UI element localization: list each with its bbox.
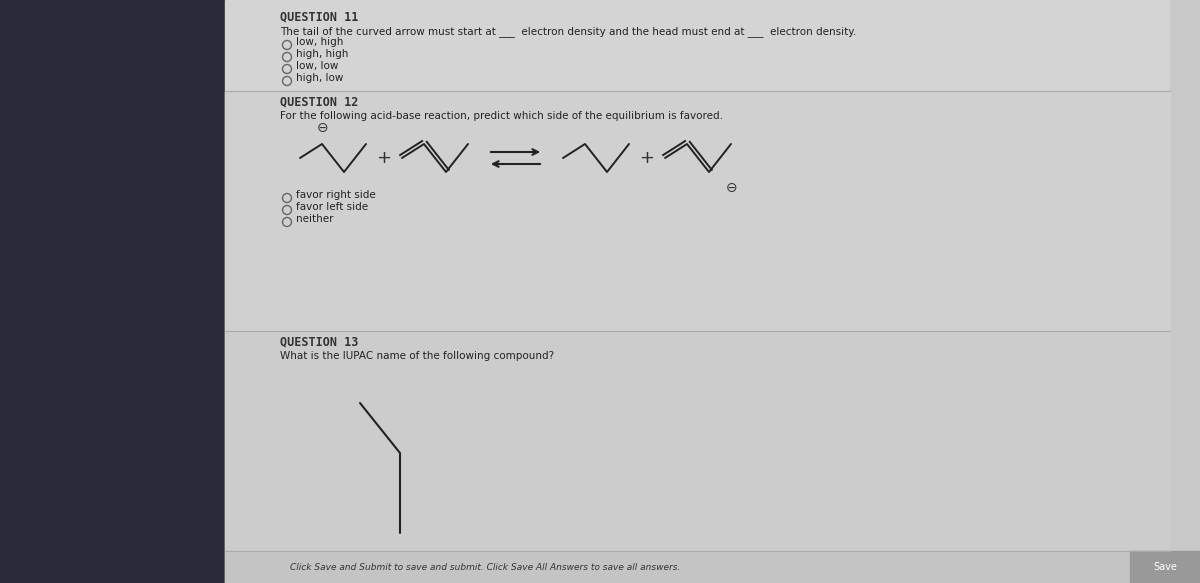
Text: +: + bbox=[640, 149, 654, 167]
Bar bbox=[0, 0, 226, 583]
Text: favor right side: favor right side bbox=[296, 190, 376, 200]
Text: QUESTION 11: QUESTION 11 bbox=[280, 10, 359, 23]
Text: QUESTION 13: QUESTION 13 bbox=[280, 335, 359, 348]
Bar bbox=[226, 331, 1170, 551]
Text: low, low: low, low bbox=[296, 61, 338, 71]
Bar bbox=[1130, 551, 1200, 583]
Text: $\ominus$: $\ominus$ bbox=[316, 121, 328, 135]
Text: high, low: high, low bbox=[296, 73, 343, 83]
Bar bbox=[226, 0, 1170, 583]
Bar bbox=[226, 91, 1170, 331]
Text: +: + bbox=[377, 149, 391, 167]
Text: What is the IUPAC name of the following compound?: What is the IUPAC name of the following … bbox=[280, 351, 554, 361]
Text: neither: neither bbox=[296, 214, 334, 224]
Text: The tail of the curved arrow must start at ___  electron density and the head mu: The tail of the curved arrow must start … bbox=[280, 26, 857, 37]
Text: $\ominus$: $\ominus$ bbox=[725, 181, 737, 195]
Text: low, high: low, high bbox=[296, 37, 343, 47]
Text: Save: Save bbox=[1153, 562, 1177, 572]
Text: favor left side: favor left side bbox=[296, 202, 368, 212]
Text: high, high: high, high bbox=[296, 49, 348, 59]
Bar bbox=[1170, 0, 1200, 583]
Text: For the following acid-base reaction, predict which side of the equilibrium is f: For the following acid-base reaction, pr… bbox=[280, 111, 722, 121]
Bar bbox=[226, 551, 1170, 583]
Text: Click Save and Submit to save and submit. Click Save All Answers to save all ans: Click Save and Submit to save and submit… bbox=[290, 563, 680, 571]
Text: QUESTION 12: QUESTION 12 bbox=[280, 95, 359, 108]
